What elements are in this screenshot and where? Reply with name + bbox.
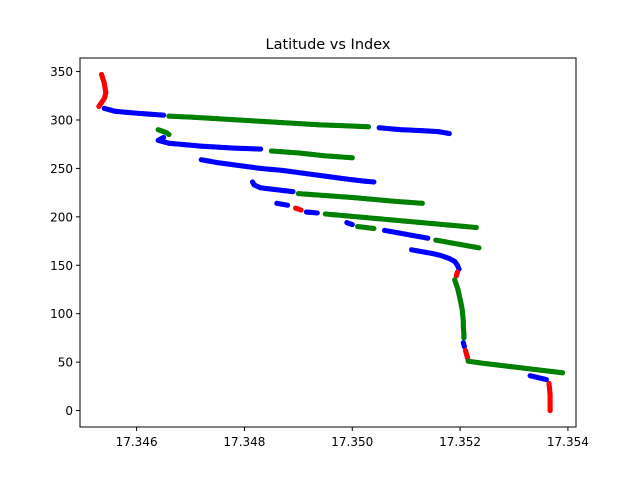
y-tick-label: 50 — [58, 356, 73, 370]
series-segment-blue — [249, 179, 296, 195]
y-tick-label: 100 — [50, 307, 73, 321]
axes-frame — [79, 57, 577, 428]
series-segment-blue — [344, 220, 355, 228]
series-segment-green — [355, 223, 377, 232]
series-segment-red — [293, 205, 304, 213]
y-tick-label: 150 — [50, 259, 73, 273]
series-segment-green — [166, 113, 372, 130]
series-segment-blue — [101, 105, 167, 118]
series-segment-green — [322, 211, 479, 231]
data-point — [543, 376, 549, 383]
x-tick-label: 17.348 — [223, 435, 265, 449]
series-segment-blue — [460, 340, 467, 350]
data-point — [419, 200, 425, 206]
data-point — [349, 155, 355, 161]
series-segment-blue — [303, 209, 320, 216]
data-point — [365, 124, 372, 130]
data-points — [96, 71, 566, 414]
x-tick-label: 17.352 — [439, 435, 481, 449]
data-point — [425, 235, 431, 241]
data-point — [96, 103, 102, 110]
series-segment-red — [96, 71, 109, 110]
series-segment-green — [295, 190, 425, 206]
y-tick-label: 300 — [50, 113, 73, 127]
series-segment-blue — [155, 134, 264, 152]
data-point — [371, 225, 377, 232]
data-point — [547, 407, 553, 414]
series-segment-green — [155, 127, 172, 138]
data-point — [160, 112, 167, 118]
data-point — [298, 207, 304, 213]
series-segment-blue — [376, 125, 452, 137]
x-tick-label: 17.350 — [331, 435, 373, 449]
series-segment-blue — [198, 157, 377, 185]
data-point — [258, 146, 264, 152]
series-segment-blue — [408, 247, 462, 272]
y-axis: 0 50 100 150 200 250 300 350 — [50, 65, 80, 418]
data-point — [461, 335, 467, 341]
data-point — [166, 131, 172, 138]
data-point — [446, 130, 452, 137]
y-tick-label: 350 — [50, 65, 73, 79]
data-point — [349, 221, 355, 228]
chart-title: Latitude vs Index — [266, 37, 391, 53]
series-segment-green — [452, 277, 467, 341]
series-segment-green — [433, 237, 482, 251]
data-point — [476, 245, 482, 251]
data-point — [559, 370, 566, 376]
x-axis: 17.346 17.348 17.350 17.352 17.354 — [116, 427, 589, 449]
x-tick-label: 17.346 — [116, 435, 158, 449]
series-segment-green — [465, 358, 566, 376]
y-tick-label: 0 — [65, 404, 73, 418]
y-tick-label: 200 — [50, 210, 73, 224]
data-point — [314, 210, 320, 216]
data-point — [290, 189, 296, 195]
x-tick-label: 17.354 — [547, 435, 589, 449]
series-segment-red — [453, 269, 460, 279]
series-segment-blue — [527, 373, 549, 383]
data-point — [473, 224, 479, 231]
data-point — [371, 179, 377, 185]
series-segment-blue — [274, 200, 291, 208]
series-segment-green — [268, 148, 355, 161]
y-tick-label: 250 — [50, 162, 73, 176]
data-point — [284, 202, 291, 208]
series-segment-blue — [382, 227, 431, 241]
plot-area — [79, 57, 577, 428]
series-segment-red — [546, 380, 553, 414]
